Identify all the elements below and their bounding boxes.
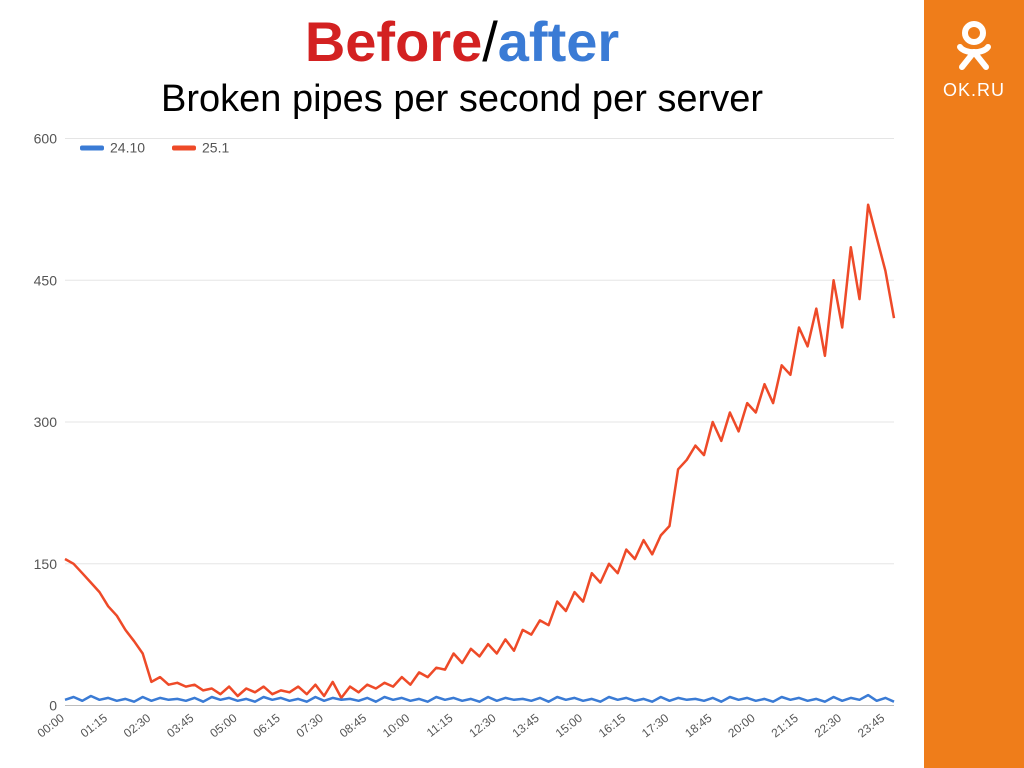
x-tick-label: 01:15 [78,711,111,741]
title-block: Before/after Broken pipes per second per… [20,10,904,122]
x-tick-label: 05:00 [207,711,240,741]
x-tick-label: 07:30 [294,711,327,741]
brand-sidebar: OK.RU [924,0,1024,768]
x-tick-label: 03:45 [164,711,197,741]
chart-container: 0 150 300 450 600 00:00 01:15 02:30 03:45 05:00 06… [20,126,904,763]
title-slash: / [482,10,498,73]
page: Before/after Broken pipes per second per… [0,0,1024,768]
x-tick-label: 16:15 [596,711,629,741]
legend-swatch [80,146,104,151]
x-tick-label: 11:15 [424,711,456,740]
title-after: after [498,10,619,73]
y-tick-label: 300 [34,414,58,430]
title-before: Before [305,10,482,73]
x-tick-label: 00:00 [35,711,68,741]
line-chart: 0 150 300 450 600 00:00 01:15 02:30 03:45 05:00 06… [20,126,904,763]
legend-label: 25.1 [202,140,229,156]
main-area: Before/after Broken pipes per second per… [0,0,924,768]
brand-text: OK.RU [943,80,1005,101]
legend-swatch [172,146,196,151]
y-tick-label: 450 [34,272,58,288]
x-tick-label: 13:45 [510,711,543,741]
x-tick-label: 21:15 [769,711,802,741]
x-tick-label: 20:00 [725,711,758,741]
x-tick-label: 12:30 [466,711,499,741]
title-line: Before/after [20,10,904,74]
x-tick-label: 02:30 [121,711,154,741]
x-tick-label: 10:00 [380,711,413,741]
y-tick-label: 600 [34,131,58,147]
y-tick-label: 150 [34,556,58,572]
x-tick-label: 18:45 [682,711,715,741]
x-tick-label: 23:45 [855,711,888,741]
series-25.1 [65,205,894,698]
y-tick-label: 0 [49,698,57,714]
legend-label: 24.10 [110,140,145,156]
x-tick-label: 17:30 [639,711,672,741]
x-tick-label: 06:15 [250,711,283,741]
ok-logo-icon [948,20,1000,72]
x-tick-label: 15:00 [553,711,586,741]
x-tick-label: 22:30 [812,711,845,741]
series-24.10 [65,695,894,702]
x-tick-label: 08:45 [337,711,370,741]
subtitle: Broken pipes per second per server [20,78,904,122]
